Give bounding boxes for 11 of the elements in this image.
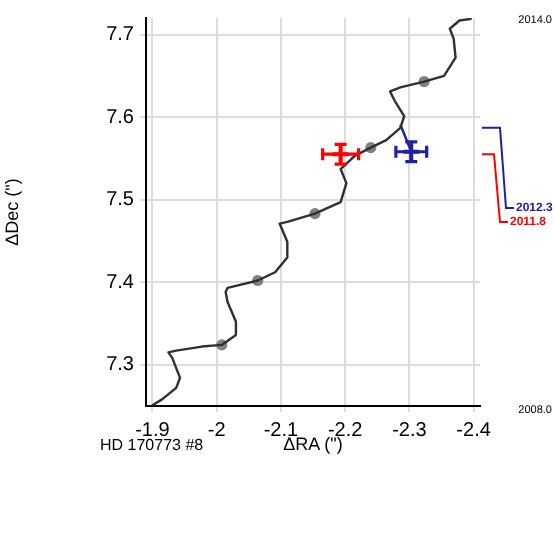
text: HD 170773 #8 bbox=[100, 436, 205, 455]
y-axis-title: ΔDec (") bbox=[1, 178, 22, 246]
x-tick-label: -2.4 bbox=[456, 419, 492, 442]
y-tick-label: 7.6 bbox=[106, 106, 135, 129]
y-tick-label: 7.7 bbox=[106, 24, 135, 47]
x-axis-title: ΔRA (") bbox=[283, 434, 343, 455]
x-tick-label: -2 bbox=[207, 419, 227, 442]
y-tick-label: 7.4 bbox=[106, 271, 135, 294]
x-tick-label: -2.3 bbox=[392, 419, 428, 442]
y-tick-label: 7.5 bbox=[106, 189, 135, 212]
y-tick-label: 7.3 bbox=[106, 354, 135, 377]
